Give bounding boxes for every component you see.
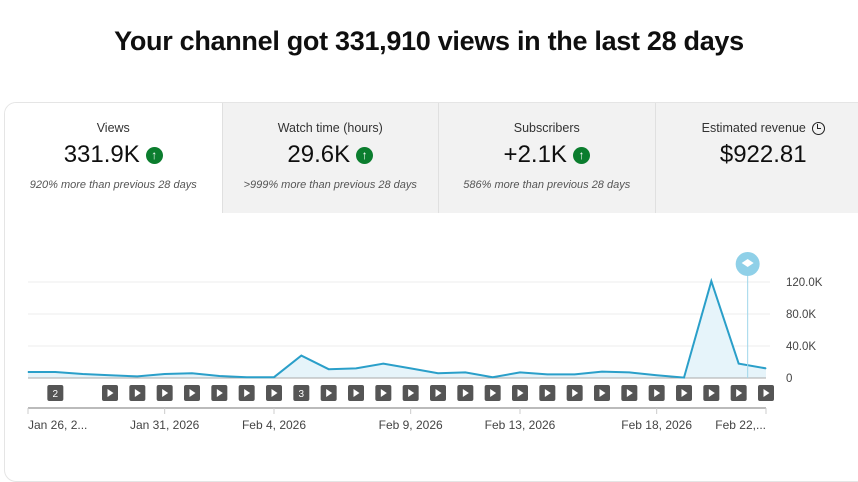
data-point (410, 368, 411, 369)
y-tick-label: 80.0K (786, 309, 816, 321)
x-tick-label: Jan 26, 2... (28, 418, 87, 432)
y-tick-label: 40.0K (786, 341, 816, 353)
data-point (274, 377, 275, 378)
data-point (164, 374, 165, 375)
data-point (328, 369, 329, 370)
data-point (246, 377, 247, 378)
data-point (28, 372, 29, 373)
data-point (711, 281, 712, 282)
y-tick-label: 0 (786, 373, 792, 385)
y-tick-label: 120.0K (786, 277, 823, 289)
video-marker-count: 2 (53, 389, 59, 400)
data-point (438, 373, 439, 374)
views-line (28, 281, 766, 377)
data-point (602, 371, 603, 372)
data-point (192, 373, 193, 374)
data-point (110, 375, 111, 376)
x-tick-label: Feb 4, 2026 (242, 418, 306, 432)
x-tick-label: Feb 22,... (715, 418, 766, 432)
data-point (137, 376, 138, 377)
data-point (301, 355, 302, 356)
data-point (547, 374, 548, 375)
x-tick-label: Feb 13, 2026 (485, 418, 556, 432)
data-point (684, 377, 685, 378)
x-tick-label: Feb 9, 2026 (379, 418, 443, 432)
x-tick-label: Jan 31, 2026 (130, 418, 200, 432)
data-point (55, 372, 56, 373)
data-point (383, 363, 384, 364)
data-point (574, 374, 575, 375)
data-point (219, 376, 220, 377)
data-point (356, 368, 357, 369)
x-tick-label: Feb 18, 2026 (621, 418, 692, 432)
data-point (520, 372, 521, 373)
data-point (465, 372, 466, 373)
data-point (82, 374, 83, 375)
data-point (629, 372, 630, 373)
data-point (656, 375, 657, 376)
views-chart: 0 40.0K 80.0K 120.0K 2 3 Jan 26, 2... Jan 31, 2… (0, 0, 858, 453)
data-point (492, 377, 493, 378)
area-fill (28, 281, 766, 378)
data-point (766, 368, 767, 369)
data-point (738, 363, 739, 364)
video-marker-count: 3 (299, 389, 305, 400)
